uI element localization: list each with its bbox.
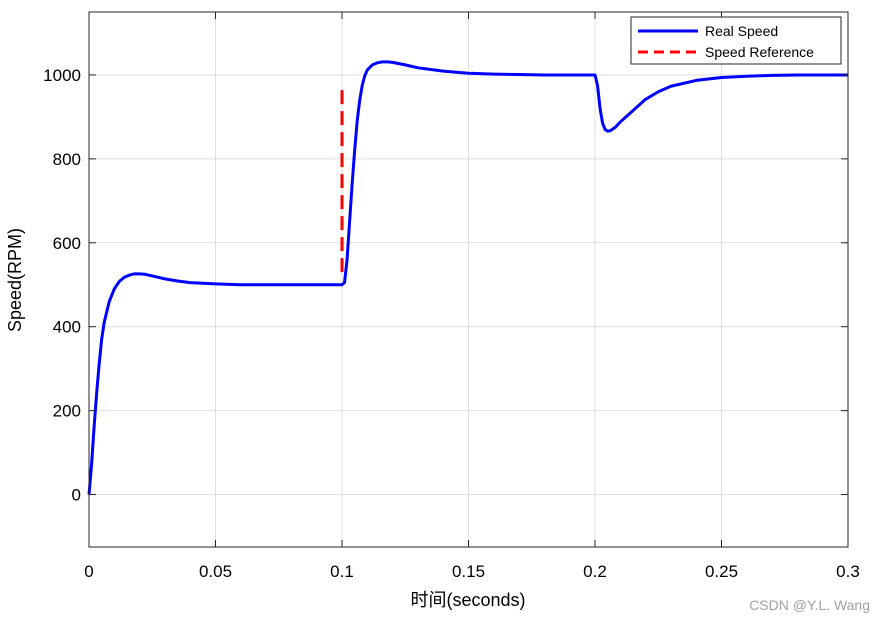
y-tick-label: 600 — [53, 234, 81, 253]
tick-marks — [88, 12, 849, 547]
x-axis-label: 时间(seconds) — [410, 590, 525, 610]
y-tick-label: 800 — [53, 150, 81, 169]
series-line-real-speed — [87, 60, 848, 495]
plot-area — [89, 12, 848, 547]
y-tick-label: 1000 — [43, 66, 81, 85]
legend-label-speed-reference: Speed Reference — [705, 44, 814, 60]
x-tick-label: 0.15 — [452, 562, 485, 581]
y-tick-label: 400 — [53, 318, 81, 337]
x-tick-label: 0.3 — [836, 562, 860, 581]
x-tick-label: 0 — [84, 562, 93, 581]
x-tick-label: 0.25 — [705, 562, 738, 581]
legend: Real Speed Speed Reference — [630, 16, 842, 65]
legend-label-real-speed: Real Speed — [705, 23, 778, 39]
x-tick-label: 0.1 — [330, 562, 354, 581]
x-tick-label: 0.2 — [583, 562, 607, 581]
watermark-text: CSDN @Y.L. Wang — [749, 597, 870, 613]
y-axis-label: Speed(RPM) — [5, 228, 25, 332]
x-tick-label: 0.05 — [199, 562, 232, 581]
series-layer — [87, 60, 848, 495]
y-tick-label: 200 — [53, 402, 81, 421]
y-tick-label: 0 — [72, 486, 81, 505]
tick-labels: 0 0.05 0.1 0.15 0.2 0.25 0.3 0 200 400 600 800 1000 — [43, 66, 860, 581]
legend-box — [630, 16, 842, 65]
